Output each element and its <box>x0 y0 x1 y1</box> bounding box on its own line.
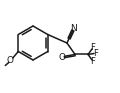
Text: F: F <box>94 49 99 58</box>
Text: F: F <box>91 57 96 66</box>
Text: O: O <box>6 56 13 65</box>
Text: N: N <box>71 24 77 33</box>
Text: F: F <box>91 43 96 52</box>
Text: O: O <box>59 53 66 62</box>
